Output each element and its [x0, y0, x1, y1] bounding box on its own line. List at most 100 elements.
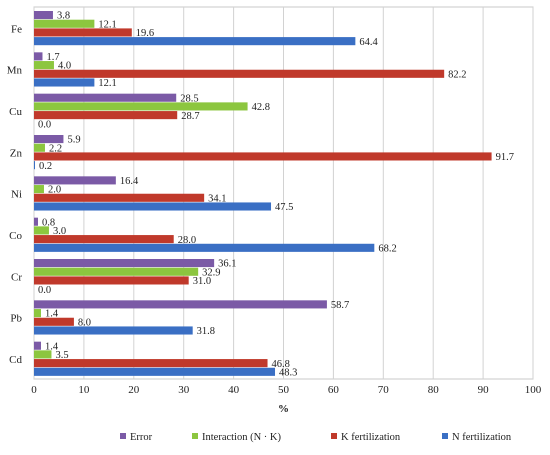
legend-swatch: [442, 433, 448, 439]
data-label: 36.1: [218, 259, 236, 270]
category-label: Cu: [9, 106, 22, 118]
data-label: 2.0: [48, 185, 61, 196]
data-label: 8.0: [78, 317, 91, 328]
bar: [34, 309, 41, 318]
legend-swatch: [331, 433, 337, 439]
bar: [34, 317, 74, 326]
data-label: 32.9: [202, 267, 220, 278]
x-tick-label: 10: [78, 384, 90, 396]
data-label: 1.7: [46, 52, 59, 63]
data-label: 0.8: [42, 217, 55, 228]
x-axis-title: %: [278, 403, 289, 415]
category-label: Zn: [10, 147, 23, 159]
bar: [34, 152, 492, 161]
x-tick-label: 80: [428, 384, 440, 396]
x-tick-label: 60: [328, 384, 340, 396]
x-tick-label: 70: [378, 384, 390, 396]
data-label: 47.5: [275, 202, 293, 213]
data-label: 91.7: [496, 152, 514, 163]
bar: [34, 135, 64, 144]
data-label: 42.8: [252, 102, 270, 113]
data-label: 82.2: [448, 69, 466, 80]
x-tick-label: 30: [178, 384, 190, 396]
bar: [34, 11, 53, 20]
bar: [34, 193, 205, 202]
legend-swatch: [192, 433, 198, 439]
data-label: 48.3: [279, 367, 297, 378]
bar: [34, 243, 375, 252]
data-label: 28.7: [181, 111, 199, 122]
data-label: 2.2: [49, 143, 62, 154]
data-label: 0.0: [38, 119, 51, 130]
legend-label: Error: [130, 432, 153, 443]
bar: [34, 341, 41, 350]
bar: [34, 176, 116, 185]
x-tick-label: 100: [525, 384, 542, 396]
bar: [34, 185, 44, 194]
x-tick-label: 20: [128, 384, 140, 396]
bar: [34, 69, 445, 78]
data-label: 1.4: [45, 309, 59, 320]
x-tick-label: 90: [478, 384, 490, 396]
data-label: 19.6: [136, 28, 154, 39]
data-label: 58.7: [331, 300, 349, 311]
data-label: 12.1: [98, 19, 116, 30]
legend-label: Interaction (N · K): [202, 432, 282, 443]
data-label: 3.8: [57, 11, 70, 22]
data-label: 31.8: [197, 326, 215, 337]
data-label: 3.0: [53, 226, 66, 237]
data-label: 0.2: [39, 161, 52, 172]
bar: [34, 259, 215, 268]
data-label: 28.0: [178, 235, 196, 246]
data-label: 0.0: [38, 285, 51, 296]
data-label: 28.5: [180, 93, 198, 104]
bar: [34, 78, 95, 87]
bar: [34, 326, 193, 335]
data-label: 34.1: [208, 193, 226, 204]
legend-label: N fertilization: [452, 432, 512, 443]
bar: [34, 300, 327, 309]
bar: [34, 61, 54, 70]
data-label: 3.5: [55, 350, 68, 361]
data-label: 46.8: [272, 359, 290, 370]
category-label: Cd: [9, 354, 22, 366]
data-label: 16.4: [120, 176, 139, 187]
bar: [34, 37, 356, 46]
bar: [34, 93, 177, 102]
legend-swatch: [120, 433, 126, 439]
bar: [34, 102, 248, 111]
bar: [34, 367, 276, 376]
bar: [34, 226, 49, 235]
x-tick-label: 40: [228, 384, 240, 396]
bar: [34, 235, 174, 244]
category-label: Pb: [10, 313, 22, 325]
data-label: 31.0: [193, 276, 211, 287]
category-label: Mn: [7, 65, 23, 77]
data-label: 12.1: [98, 78, 116, 89]
bar: [34, 217, 38, 226]
data-label: 5.9: [67, 135, 80, 146]
category-label: Co: [9, 230, 22, 242]
category-label: Cr: [11, 271, 22, 283]
bar: [34, 52, 43, 61]
bar: [34, 28, 132, 37]
bar: [34, 143, 45, 152]
bar: [34, 202, 272, 211]
x-tick-label: 0: [31, 384, 37, 396]
legend-label: K fertilization: [341, 432, 401, 443]
bar: [34, 111, 178, 120]
category-label: Fe: [11, 23, 22, 35]
bar: [34, 19, 95, 28]
data-label: 68.2: [378, 243, 396, 254]
bar: [34, 276, 189, 285]
x-tick-label: 50: [278, 384, 290, 396]
bar: [34, 350, 52, 359]
bar: [34, 267, 199, 276]
category-label: Ni: [11, 189, 22, 201]
bar: [34, 161, 35, 170]
data-label: 64.4: [359, 37, 378, 48]
data-label: 1.4: [45, 341, 59, 352]
data-label: 4.0: [58, 61, 71, 72]
bar: [34, 359, 268, 368]
